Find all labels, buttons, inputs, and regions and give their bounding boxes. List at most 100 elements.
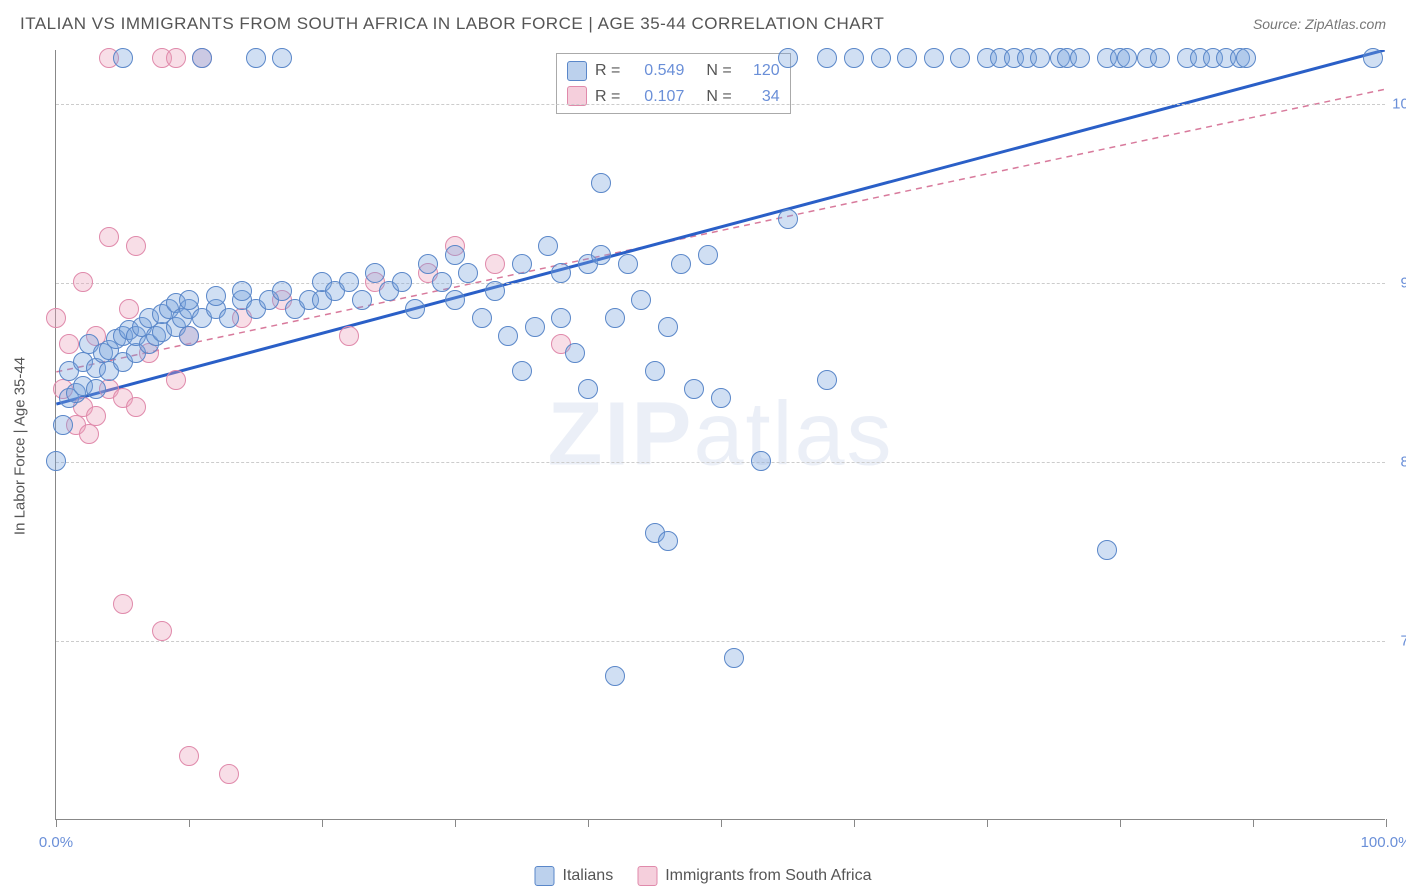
gridline [56,641,1385,642]
x-tick [189,819,190,827]
data-point [392,272,412,292]
data-point [897,48,917,68]
series-legend-item: Immigrants from South Africa [637,866,871,886]
data-point [119,299,139,319]
data-point [365,263,385,283]
x-tick [1120,819,1121,827]
data-point [658,531,678,551]
data-point [86,379,106,399]
data-point [591,245,611,265]
data-point [578,379,598,399]
data-point [405,299,425,319]
data-point [472,308,492,328]
data-point [179,326,199,346]
series-legend-label: Italians [563,867,614,885]
data-point [605,666,625,686]
data-point [458,263,478,283]
data-point [113,594,133,614]
data-point [1030,48,1050,68]
series-legend-item: Italians [535,866,614,886]
x-tick [987,819,988,827]
y-tick-label: 70.0% [1400,632,1406,649]
data-point [219,308,239,328]
data-point [246,48,266,68]
data-point [498,326,518,346]
data-point [339,326,359,346]
data-point [645,361,665,381]
data-point [46,451,66,471]
data-point [924,48,944,68]
data-point [272,281,292,301]
data-point [445,245,465,265]
data-point [551,263,571,283]
data-point [684,379,704,399]
data-point [538,236,558,256]
data-point [751,451,771,471]
x-tick-label: 100.0% [1361,834,1406,851]
data-point [445,290,465,310]
data-point [126,397,146,417]
x-tick [56,819,57,827]
legend-n-value: 120 [740,58,780,84]
series-legend-label: Immigrants from South Africa [665,867,871,885]
data-point [73,272,93,292]
gridline [56,283,1385,284]
legend-r-label: R = [595,84,620,110]
gridline [56,462,1385,463]
data-point [166,370,186,390]
legend-r-value: 0.107 [628,84,684,110]
legend-r-label: R = [595,58,620,84]
data-point [817,48,837,68]
legend-n-value: 34 [740,84,780,110]
gridline [56,104,1385,105]
data-point [817,370,837,390]
data-point [179,746,199,766]
data-point [206,286,226,306]
data-point [724,648,744,668]
correlation-legend: R = 0.549 N = 120R = 0.107 N = 34 [556,53,791,114]
data-point [565,343,585,363]
data-point [671,254,691,274]
legend-n-label: N = [706,84,731,110]
x-tick [322,819,323,827]
data-point [418,254,438,274]
data-point [113,48,133,68]
data-point [352,290,372,310]
x-tick [1386,819,1387,827]
data-point [658,317,678,337]
data-point [778,48,798,68]
legend-row: R = 0.107 N = 34 [567,84,780,110]
chart-plot-area: ZIPatlas R =0.549N =120R =0.107N =34 70.… [55,50,1385,820]
data-point [53,415,73,435]
x-tick [721,819,722,827]
trend-lines [56,50,1385,819]
data-point [46,308,66,328]
legend-swatch [637,866,657,886]
data-point [950,48,970,68]
data-point [512,361,532,381]
legend-row: R =0.549N =120 [567,58,780,84]
series-legend: Italians Immigrants from South Africa [535,866,872,886]
data-point [631,290,651,310]
data-point [1117,48,1137,68]
data-point [232,281,252,301]
data-point [219,764,239,784]
data-point [525,317,545,337]
legend-swatch [535,866,555,886]
data-point [844,48,864,68]
y-tick-label: 100.0% [1392,95,1406,112]
data-point [711,388,731,408]
x-tick [588,819,589,827]
x-tick [1253,819,1254,827]
data-point [432,272,452,292]
source-label: Source: ZipAtlas.com [1253,16,1386,32]
data-point [152,621,172,641]
data-point [485,254,505,274]
y-axis-label: In Labor Force | Age 35-44 [12,357,29,535]
data-point [1097,540,1117,560]
x-tick-label: 0.0% [39,834,73,851]
legend-r-value: 0.549 [628,58,684,84]
data-point [339,272,359,292]
data-point [1070,48,1090,68]
data-point [605,308,625,328]
